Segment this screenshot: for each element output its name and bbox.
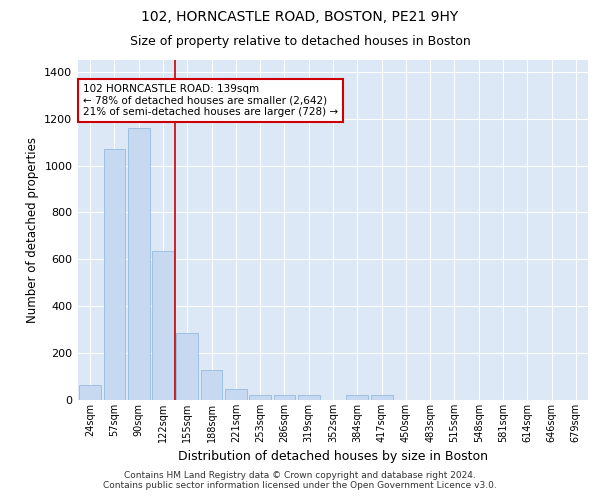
Bar	[298, 396, 320, 400]
Bar	[346, 396, 368, 400]
Bar	[200, 370, 223, 400]
Bar	[79, 385, 101, 400]
Text: Contains HM Land Registry data © Crown copyright and database right 2024.
Contai: Contains HM Land Registry data © Crown c…	[103, 470, 497, 490]
Bar	[371, 396, 392, 400]
Bar	[249, 396, 271, 400]
Y-axis label: Number of detached properties: Number of detached properties	[26, 137, 39, 323]
Bar	[274, 396, 295, 400]
Bar	[152, 251, 174, 400]
Bar	[104, 149, 125, 400]
Text: 102 HORNCASTLE ROAD: 139sqm
← 78% of detached houses are smaller (2,642)
21% of : 102 HORNCASTLE ROAD: 139sqm ← 78% of det…	[83, 84, 338, 117]
Text: Size of property relative to detached houses in Boston: Size of property relative to detached ho…	[130, 35, 470, 48]
Bar	[176, 333, 198, 400]
Bar	[128, 128, 149, 400]
Text: 102, HORNCASTLE ROAD, BOSTON, PE21 9HY: 102, HORNCASTLE ROAD, BOSTON, PE21 9HY	[142, 10, 458, 24]
X-axis label: Distribution of detached houses by size in Boston: Distribution of detached houses by size …	[178, 450, 488, 464]
Bar	[225, 388, 247, 400]
